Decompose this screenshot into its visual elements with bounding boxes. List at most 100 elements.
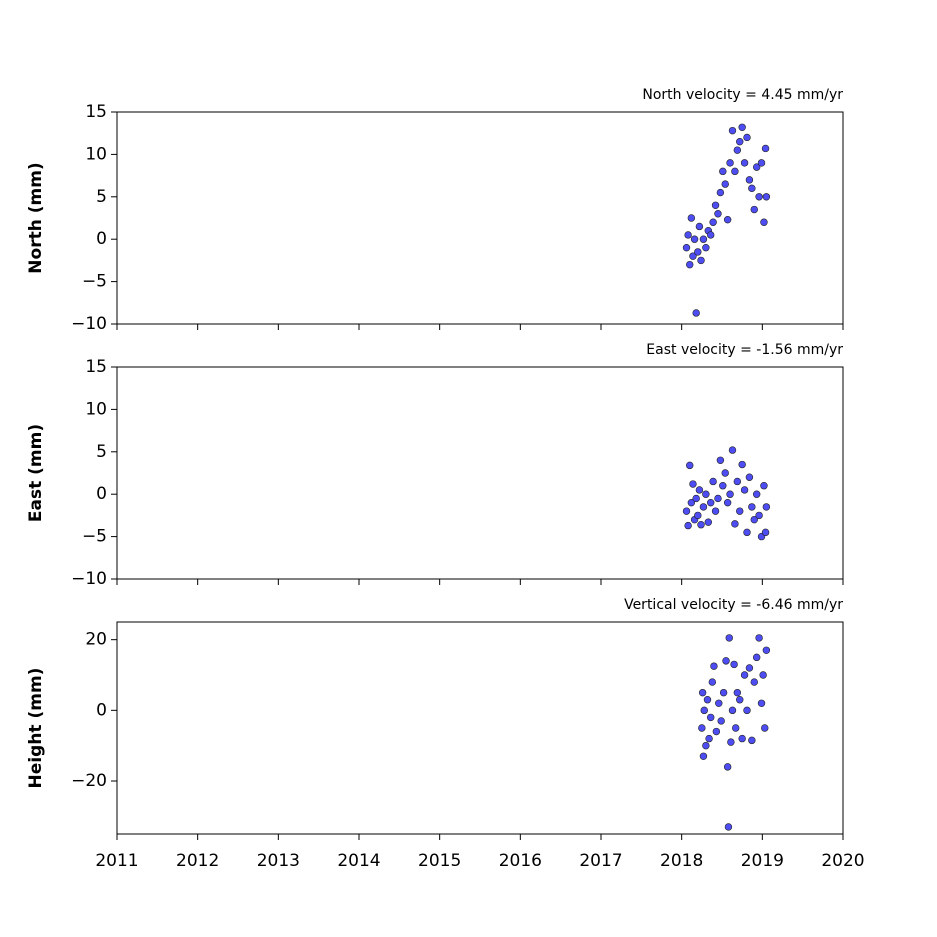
data-point [731, 520, 739, 528]
data-point [752, 653, 761, 662]
panel-title: East velocity = -1.56 mm/yr [646, 342, 843, 358]
data-point [750, 205, 758, 214]
data-point [755, 634, 763, 642]
y-tick-label: 10 [85, 399, 107, 419]
data-point [708, 678, 717, 686]
data-point [714, 210, 722, 218]
data-point [728, 446, 737, 454]
data-point [717, 717, 725, 725]
data-point [745, 473, 754, 481]
axes-frame [116, 111, 844, 325]
y-tick-label: 5 [96, 442, 107, 462]
data-point [698, 688, 707, 697]
data-point [748, 184, 756, 193]
data-point [699, 235, 708, 243]
data-point [719, 688, 728, 697]
y-tick-label: −20 [71, 771, 107, 791]
data-point [722, 657, 730, 665]
data-point [702, 243, 710, 252]
y-tick-label: −5 [82, 272, 107, 292]
data-point [750, 678, 758, 686]
data-point [726, 490, 734, 498]
data-point [733, 688, 742, 697]
data-point [725, 634, 733, 642]
data-point [724, 823, 733, 831]
axes-frame [116, 366, 844, 580]
data-point [695, 222, 704, 231]
data-point [760, 482, 768, 490]
x-tick-label: 2020 [821, 851, 864, 871]
data-point [686, 260, 694, 269]
x-tick-label: 2011 [95, 851, 138, 871]
data-point [704, 518, 712, 526]
data-point [761, 724, 769, 732]
data-point [697, 521, 705, 529]
data-point [736, 507, 744, 515]
data-point [727, 738, 735, 746]
data-point [755, 193, 763, 201]
data-point [714, 494, 722, 503]
data-point [694, 248, 702, 256]
data-point [759, 671, 767, 679]
data-point [709, 218, 717, 226]
x-tick-label: 2012 [176, 851, 219, 871]
data-point [711, 507, 720, 515]
data-point [762, 193, 771, 201]
x-tick-label: 2019 [741, 851, 784, 871]
data-point [743, 706, 751, 715]
data-point [731, 167, 739, 176]
data-point [702, 741, 710, 750]
data-point [687, 498, 696, 507]
data-point [723, 215, 732, 224]
data-point [699, 752, 708, 760]
x-tick-label: 2017 [579, 851, 622, 871]
data-point [730, 660, 738, 669]
data-point [719, 482, 727, 490]
data-point [761, 528, 770, 537]
y-axis-label: North (mm) [26, 162, 46, 273]
data-point [728, 126, 737, 135]
data-point [682, 507, 691, 515]
data-point [752, 163, 761, 171]
y-tick-label: −10 [71, 569, 107, 589]
data-point [750, 515, 758, 524]
data-point [743, 528, 751, 537]
data-point [728, 706, 737, 715]
data-point [689, 252, 697, 260]
data-point [745, 664, 754, 672]
axes-frame [116, 621, 844, 835]
data-point [760, 218, 768, 226]
y-axis-label: East (mm) [26, 424, 46, 522]
y-tick-label: 10 [85, 144, 107, 164]
data-point [738, 460, 746, 469]
x-tick-label: 2016 [499, 851, 542, 871]
data-point [686, 461, 694, 470]
data-point [743, 133, 751, 142]
y-tick-label: 20 [85, 630, 107, 650]
data-point [692, 309, 700, 317]
data-point [736, 137, 744, 146]
data-point [715, 699, 723, 707]
data-point [736, 696, 744, 704]
data-point [723, 498, 732, 507]
data-point [721, 469, 729, 477]
data-point [740, 486, 749, 494]
data-point [757, 159, 766, 167]
y-tick-label: −10 [71, 314, 107, 334]
data-point [716, 456, 725, 464]
data-point [740, 671, 749, 679]
data-point [707, 713, 715, 722]
data-point [698, 724, 706, 732]
data-point [755, 511, 763, 520]
data-point [700, 706, 708, 715]
data-point [690, 235, 699, 243]
data-point [752, 490, 761, 498]
data-point [757, 699, 766, 707]
data-point [697, 256, 705, 265]
y-tick-label: 0 [96, 229, 107, 249]
data-point [738, 734, 746, 743]
data-point [684, 231, 692, 239]
data-point [748, 503, 756, 511]
data-point [707, 231, 715, 239]
